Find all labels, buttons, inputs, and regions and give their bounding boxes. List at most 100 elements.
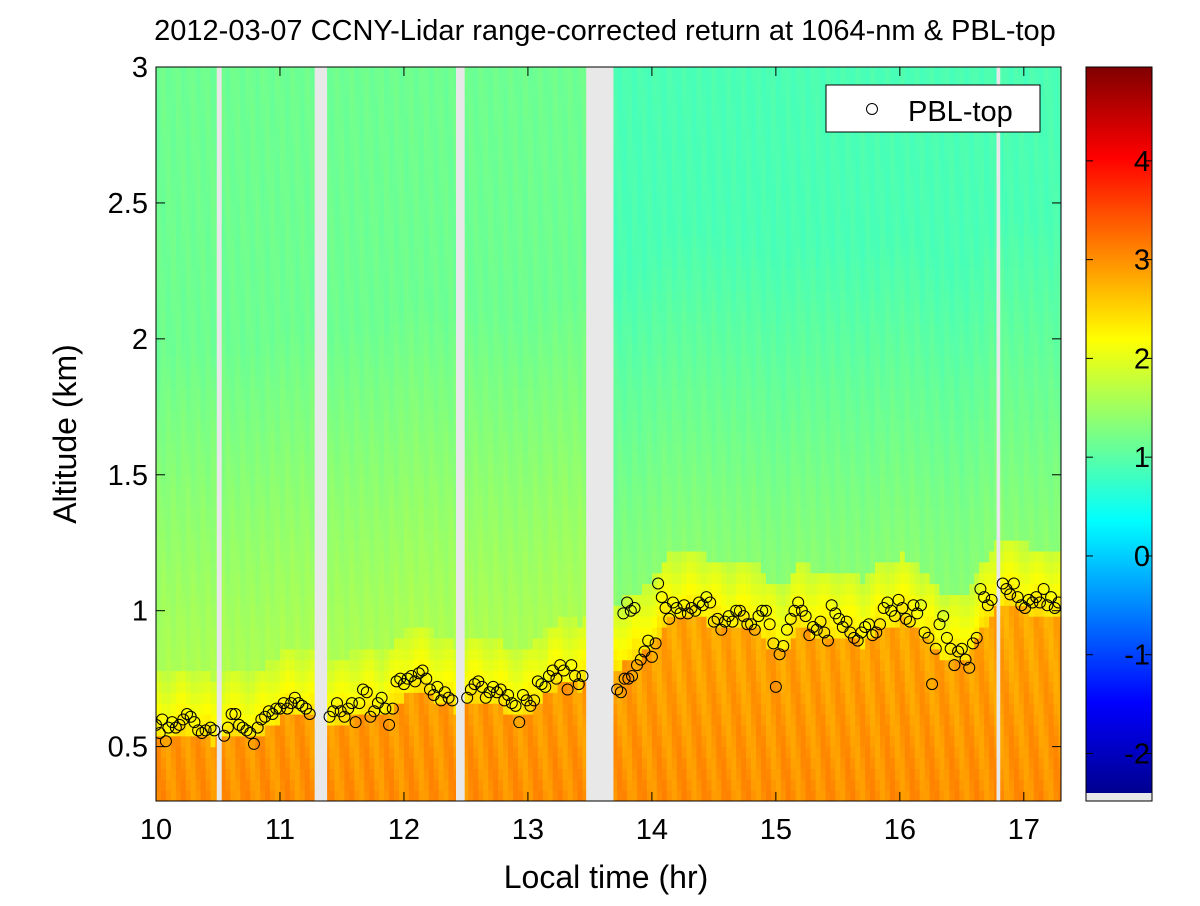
heatmap-cell (369, 398, 375, 411)
heatmap-cell (309, 692, 316, 704)
heatmap-cell (170, 572, 177, 585)
heatmap-cell (220, 387, 227, 400)
heatmap-cell (185, 181, 192, 193)
heatmap-cell (245, 648, 251, 661)
heatmap-cell (498, 398, 504, 411)
heatmap-cell (389, 72, 395, 84)
heatmap-cell (423, 768, 430, 780)
heatmap-cell (190, 387, 197, 400)
heatmap-cell (443, 735, 450, 748)
heatmap-cell (498, 463, 504, 476)
heatmap-cell (255, 746, 261, 759)
heatmap-cell (513, 366, 519, 378)
heatmap-cell (299, 692, 306, 704)
heatmap-cell (175, 779, 182, 791)
heatmap-cell (299, 83, 306, 95)
heatmap-cell (418, 529, 425, 541)
heatmap-cell (250, 648, 256, 661)
heatmap-cell (225, 268, 231, 280)
heatmap-cell (304, 518, 311, 530)
heatmap-cell (398, 83, 405, 95)
heatmap-cell (190, 170, 197, 182)
heatmap-cell (513, 213, 519, 226)
heatmap-cell (225, 311, 231, 324)
heatmap-cell (279, 474, 286, 487)
heatmap-cell (359, 681, 365, 693)
heatmap-cell (394, 83, 400, 95)
heatmap-cell (468, 72, 474, 84)
heatmap-cell (359, 268, 365, 280)
heatmap-cell (473, 181, 479, 193)
heatmap-cell (180, 681, 187, 693)
heatmap-cell (433, 714, 440, 726)
heatmap-cell (299, 757, 306, 769)
heatmap-cell (260, 279, 266, 291)
heatmap-cell (433, 72, 440, 84)
heatmap-cell (279, 257, 286, 269)
heatmap-cell (185, 681, 192, 693)
heatmap-cell (220, 637, 227, 650)
heatmap-cell (180, 72, 187, 84)
heatmap-cell (299, 637, 306, 650)
heatmap-cell (284, 648, 291, 661)
heatmap-cell (334, 105, 341, 117)
heatmap-cell (220, 333, 227, 345)
heatmap-cell (284, 126, 291, 139)
heatmap-cell (245, 344, 251, 356)
heatmap-cell (478, 594, 484, 606)
heatmap-cell (304, 126, 311, 139)
heatmap-cell (493, 105, 499, 117)
heatmap-cell (170, 746, 177, 759)
heatmap-cell (275, 746, 281, 759)
heatmap-cell (384, 453, 390, 465)
heatmap-cell (493, 703, 499, 715)
heatmap-cell (493, 170, 499, 182)
heatmap-cell (369, 83, 375, 95)
heatmap-cell (354, 105, 360, 117)
heatmap-cell (448, 572, 455, 585)
heatmap-cell (518, 757, 524, 769)
heatmap-cell (508, 561, 514, 574)
heatmap-cell (210, 485, 217, 498)
heatmap-cell (349, 724, 355, 737)
heatmap-cell (185, 779, 192, 791)
heatmap-cell (265, 529, 271, 541)
heatmap-cell (165, 583, 172, 595)
heatmap-cell (468, 463, 474, 476)
heatmap-cell (265, 605, 271, 617)
heatmap-cell (398, 181, 405, 193)
heatmap-cell (289, 485, 296, 498)
heatmap-cell (235, 768, 241, 780)
heatmap-cell (468, 572, 474, 585)
heatmap-cell (513, 648, 519, 661)
heatmap-cell (463, 463, 470, 476)
heatmap-cell (329, 790, 336, 801)
heatmap-cell (289, 431, 296, 443)
heatmap-cell (235, 300, 241, 313)
heatmap-cell (443, 67, 450, 74)
heatmap-cell (329, 550, 336, 563)
heatmap-cell (468, 550, 474, 563)
heatmap-cell (200, 224, 207, 237)
heatmap-cell (284, 376, 291, 389)
heatmap-cell (205, 550, 212, 563)
heatmap-cell (309, 148, 316, 161)
heatmap-cell (408, 779, 415, 791)
heatmap-cell (324, 431, 331, 443)
heatmap-cell (309, 300, 316, 313)
heatmap-cell (334, 420, 341, 432)
heatmap-cell (394, 67, 400, 74)
heatmap-cell (364, 442, 370, 454)
heatmap-cell (503, 442, 509, 454)
heatmap-cell (423, 246, 430, 258)
heatmap-cell (255, 681, 261, 693)
heatmap-cell (195, 507, 202, 519)
heatmap-cell (205, 746, 212, 759)
heatmap-cell (359, 561, 365, 574)
heatmap-cell (384, 105, 390, 117)
heatmap-cell (488, 637, 494, 650)
heatmap-cell (200, 681, 207, 693)
heatmap-cell (413, 257, 420, 269)
heatmap-cell (210, 572, 217, 585)
heatmap-cell (463, 616, 470, 628)
